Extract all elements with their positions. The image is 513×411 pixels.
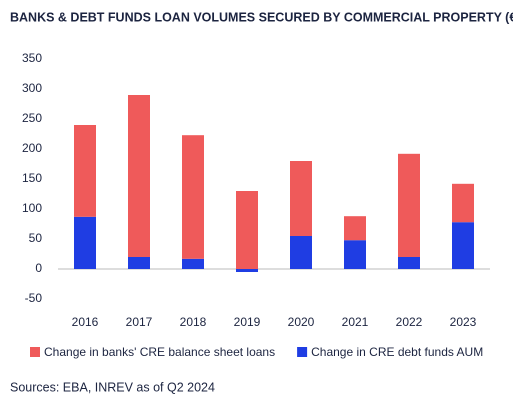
x-tick-label: 2017 [126, 315, 153, 329]
bar-segment [236, 269, 258, 272]
x-tick-label: 2023 [450, 315, 477, 329]
bar-segment [290, 236, 312, 269]
x-tick-label: 2021 [342, 315, 369, 329]
y-tick-label: 250 [22, 111, 42, 125]
chart-title: BANKS & DEBT FUNDS LOAN VOLUMES SECURED … [10, 10, 513, 24]
bar-segment [290, 161, 312, 236]
y-tick-label: 300 [22, 81, 42, 95]
y-tick-label: 0 [35, 261, 42, 275]
legend-swatch [297, 347, 308, 357]
y-tick-label: 350 [22, 51, 42, 65]
y-tick-label: 200 [22, 141, 42, 155]
y-tick-label: 150 [22, 171, 42, 185]
x-tick-label: 2018 [180, 315, 207, 329]
x-tick-label: 2016 [72, 315, 99, 329]
x-tick-label: 2019 [234, 315, 261, 329]
bar-segment [74, 125, 96, 217]
x-tick-label: 2022 [396, 315, 423, 329]
bar-segment [452, 222, 474, 269]
bar-segment [344, 240, 366, 269]
x-tick-label: 2020 [288, 315, 315, 329]
bar-segment [182, 135, 204, 259]
source-note: Sources: EBA, INREV as of Q2 2024 [10, 380, 215, 394]
y-tick-label: 100 [22, 201, 42, 215]
y-tick-label: -50 [25, 291, 43, 305]
bar-segment [236, 191, 258, 269]
bar-segment [182, 258, 204, 269]
bar-segment [398, 153, 420, 257]
bar-segment [128, 95, 150, 257]
y-tick-label: 50 [29, 231, 43, 245]
legend-label: Change in CRE debt funds AUM [311, 345, 483, 359]
bar-segment [128, 257, 150, 269]
bar-segment [74, 216, 96, 269]
legend-label: Change in banks' CRE balance sheet loans [44, 345, 275, 359]
bar-segment [452, 183, 474, 223]
bar-segment [344, 216, 366, 241]
bar-segment [398, 257, 420, 269]
legend-swatch [30, 347, 40, 357]
